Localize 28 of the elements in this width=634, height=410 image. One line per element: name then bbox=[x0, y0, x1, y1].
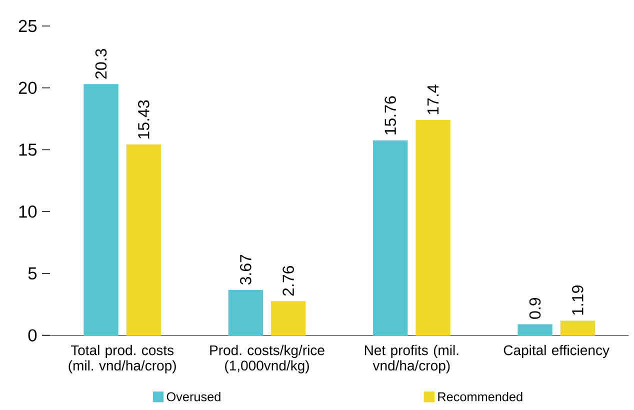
x-tick-label: Total prod. costs (mil. vnd/ha/crop) bbox=[68, 344, 176, 374]
data-label: 3.67 bbox=[240, 254, 252, 285]
bar bbox=[416, 120, 450, 336]
data-label: 2.76 bbox=[282, 266, 294, 296]
y-tick-label: 25 bbox=[18, 20, 37, 32]
y-tick-label: 10 bbox=[19, 205, 37, 218]
bar bbox=[373, 140, 408, 336]
x-tick-label: Prod. costs/kg/rice (1,000vnd/kg) bbox=[210, 344, 324, 374]
data-label: 15.43 bbox=[138, 100, 150, 138]
data-label: 1.19 bbox=[572, 286, 584, 315]
bar bbox=[518, 324, 552, 336]
y-tick-label: 0 bbox=[28, 329, 37, 342]
bar bbox=[271, 301, 306, 336]
legend-label: Overused bbox=[166, 392, 220, 402]
bar bbox=[560, 320, 596, 336]
bar bbox=[126, 144, 162, 336]
y-tick-label: 15 bbox=[19, 144, 37, 156]
bar bbox=[228, 290, 264, 336]
data-label: 17.4 bbox=[428, 84, 439, 114]
x-tick-label: Net profits (mil. vnd/ha/crop) bbox=[364, 344, 458, 374]
y-tick-label: 20 bbox=[18, 82, 37, 94]
y-tick-label: 5 bbox=[28, 267, 37, 280]
bar bbox=[84, 84, 118, 336]
legend-label: Recommended bbox=[438, 392, 522, 402]
x-tick-label: Capital efficiency bbox=[504, 344, 610, 358]
data-label: 15.76 bbox=[384, 96, 396, 134]
data-label: 0.9 bbox=[529, 298, 541, 319]
data-label: 20.3 bbox=[95, 49, 107, 79]
